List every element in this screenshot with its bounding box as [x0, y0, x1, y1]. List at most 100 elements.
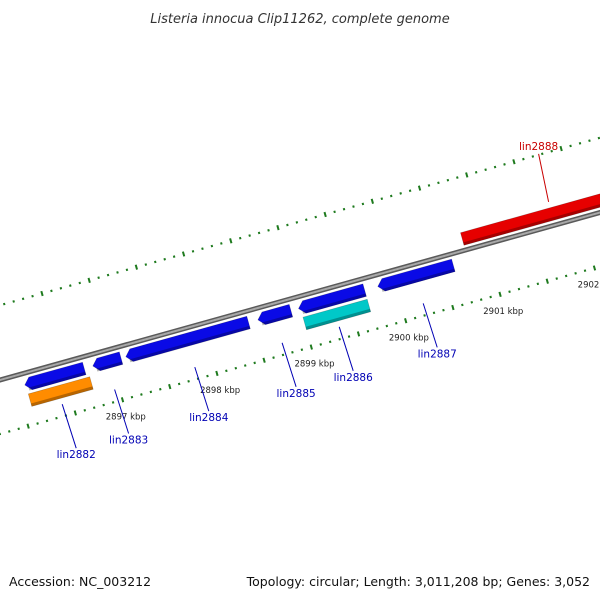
outer-grid-dot: [23, 298, 24, 300]
outer-grid-dot: [419, 186, 420, 191]
inner-grid-dot: [452, 305, 453, 310]
outer-grid-dot: [127, 269, 128, 271]
gene-label-lin2884[interactable]: lin2884: [189, 412, 229, 424]
inner-grid-dot: [320, 343, 321, 345]
outer-grid-dot: [457, 177, 458, 179]
inner-grid-dot: [179, 383, 180, 385]
outer-grid-dot: [98, 277, 99, 279]
tick-label: 2902 kbp: [578, 281, 600, 291]
genome-summary-label: Topology: circular; Length: 3,011,208 bp…: [246, 574, 590, 589]
inner-grid-dot: [151, 391, 152, 393]
inner-grid-dot: [9, 430, 10, 432]
inner-grid-dot: [556, 277, 557, 279]
outer-grid-dot: [363, 203, 364, 205]
inner-grid-dot: [509, 291, 510, 293]
gene-lin2888[interactable]: [461, 184, 600, 245]
gene-leader-line: [539, 154, 549, 202]
outer-grid-dot: [277, 225, 278, 230]
inner-grid-dot: [141, 393, 142, 395]
inner-grid-dot: [566, 275, 567, 277]
inner-grid-dot: [94, 407, 95, 409]
inner-grid-dot: [519, 288, 520, 290]
inner-grid-dot: [226, 370, 227, 372]
inner-grid-dot: [37, 422, 38, 424]
inner-grid-dot: [415, 317, 416, 319]
inner-grid-dot: [339, 338, 340, 340]
gene-feature[interactable]: [461, 184, 600, 245]
inner-grid-dot: [311, 345, 312, 350]
inner-grid-dot: [254, 362, 255, 364]
outer-grid-dot: [212, 245, 213, 247]
outer-grid-dot: [146, 263, 147, 265]
inner-grid-dot: [387, 325, 388, 327]
outer-grid-dot: [4, 303, 5, 305]
outer-grid-dot: [344, 208, 345, 210]
inner-grid-dot: [236, 367, 237, 369]
inner-grid-dot: [245, 364, 246, 366]
outer-grid-dot: [13, 300, 14, 302]
outer-grid-dot: [570, 145, 571, 147]
gene-label-lin2886[interactable]: lin2886: [334, 372, 374, 384]
inner-grid-dot: [490, 296, 491, 298]
outer-grid-dot: [117, 271, 118, 273]
gene-label-lin2882[interactable]: lin2882: [57, 449, 96, 461]
outer-grid-dot: [589, 140, 590, 142]
outer-grid-dot: [533, 155, 534, 157]
outer-grid-dot: [324, 212, 325, 217]
gene-label-lin2883[interactable]: lin2883: [109, 435, 148, 447]
outer-grid-dot: [79, 282, 80, 284]
inner-grid-dot: [368, 330, 369, 332]
gene-label-lin2887[interactable]: lin2887: [418, 348, 457, 360]
outer-grid-dot: [61, 287, 62, 289]
outer-grid-dot: [108, 274, 109, 276]
outer-grid-dot: [495, 166, 496, 168]
inner-grid-dot: [528, 285, 529, 287]
inner-grid-dot: [18, 428, 19, 430]
outer-grid-dot: [70, 285, 71, 287]
outer-grid-dot: [476, 171, 477, 173]
outer-grid-dot: [334, 211, 335, 213]
inner-grid-dot: [56, 417, 57, 419]
outer-grid-dot: [193, 250, 194, 252]
gene-label-lin2888[interactable]: lin2888: [519, 141, 558, 153]
inner-grid-dot: [594, 266, 595, 271]
outer-grid-dot: [438, 182, 439, 184]
outer-grid-dot: [391, 195, 392, 197]
inner-grid-dot: [292, 351, 293, 353]
outer-grid-dot: [183, 252, 184, 257]
inner-grid-dot: [358, 331, 359, 336]
inner-grid-dot: [263, 358, 264, 363]
outer-grid-dot: [202, 248, 203, 250]
outer-grid-dot: [353, 205, 354, 207]
outer-grid-dot: [429, 184, 430, 186]
inner-grid-dot: [47, 420, 48, 422]
inner-grid-dot: [84, 409, 85, 411]
outer-grid-dot: [268, 229, 269, 231]
gene-label-lin2885[interactable]: lin2885: [276, 388, 315, 400]
gene-leader-line: [339, 327, 353, 371]
inner-grid-dot: [273, 357, 274, 359]
inner-grid-dot: [575, 272, 576, 274]
inner-grid-dot: [113, 401, 114, 403]
inner-grid-dot: [424, 314, 425, 316]
outer-grid-dot: [51, 290, 52, 292]
outer-grid-dot: [542, 153, 543, 155]
outer-grid-dot: [249, 234, 250, 236]
inner-grid-dot: [499, 292, 500, 297]
inner-grid-dot: [471, 301, 472, 303]
outer-grid-dot: [504, 163, 505, 165]
outer-grid-dot: [448, 179, 449, 181]
inner-grid-dot: [538, 283, 539, 285]
inner-grid-dot: [122, 397, 123, 402]
tick-label: 2900 kbp: [389, 333, 429, 343]
tick-label: 2899 kbp: [294, 360, 334, 370]
outer-grid-dot: [513, 159, 514, 164]
inner-grid-dot: [216, 371, 217, 376]
outer-grid-dot: [306, 219, 307, 221]
inner-grid-dot: [132, 396, 133, 398]
inner-grid-dot: [443, 309, 444, 311]
outer-grid-dot: [221, 242, 222, 244]
inner-grid-dot: [547, 279, 548, 284]
